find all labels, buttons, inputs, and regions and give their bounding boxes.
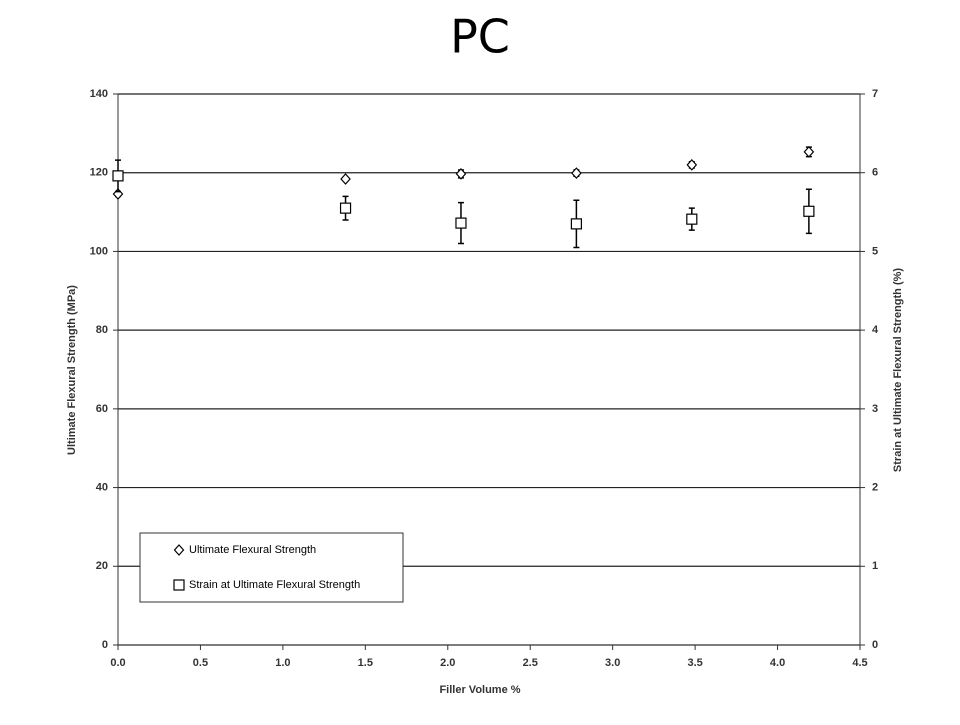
y2-tick-label: 0 bbox=[872, 639, 878, 651]
legend-marker bbox=[173, 544, 185, 556]
y2-tick-label: 2 bbox=[872, 481, 878, 493]
y2-tick-label: 3 bbox=[872, 403, 878, 415]
x-tick-label: 2.5 bbox=[523, 657, 538, 669]
y-tick-label: 140 bbox=[90, 88, 108, 100]
legend-marker bbox=[173, 579, 185, 591]
legend-label: Strain at Ultimate Flexural Strength bbox=[189, 579, 360, 591]
x-tick-label: 1.0 bbox=[275, 657, 290, 669]
y-tick-label: 0 bbox=[102, 639, 108, 651]
marker bbox=[803, 205, 815, 217]
y-tick-label: 20 bbox=[96, 560, 108, 572]
x-tick-label: 4.5 bbox=[852, 657, 867, 669]
y-tick-label: 80 bbox=[96, 324, 108, 336]
y-axis-label: Ultimate Flexural Strength (MPa) bbox=[66, 285, 78, 455]
marker bbox=[455, 217, 467, 229]
y-tick-label: 100 bbox=[90, 245, 108, 257]
x-tick-label: 3.5 bbox=[687, 657, 702, 669]
x-axis-label: Filler Volume % bbox=[439, 684, 520, 696]
y-tick-label: 120 bbox=[90, 167, 108, 179]
marker bbox=[112, 170, 124, 182]
y-tick-label: 60 bbox=[96, 403, 108, 415]
x-tick-label: 3.0 bbox=[605, 657, 620, 669]
marker bbox=[340, 173, 351, 185]
y2-tick-label: 5 bbox=[872, 245, 878, 257]
y2-tick-label: 4 bbox=[872, 324, 879, 336]
x-tick-label: 0.5 bbox=[193, 657, 208, 669]
legend-label: Ultimate Flexural Strength bbox=[189, 544, 316, 556]
marker bbox=[455, 167, 467, 180]
y2-tick-label: 7 bbox=[872, 88, 878, 100]
marker bbox=[803, 145, 815, 158]
marker bbox=[686, 213, 698, 225]
marker bbox=[686, 158, 698, 171]
x-tick-label: 2.0 bbox=[440, 657, 455, 669]
x-tick-label: 1.5 bbox=[358, 657, 373, 669]
x-tick-label: 4.0 bbox=[770, 657, 785, 669]
marker bbox=[339, 202, 352, 214]
marker bbox=[571, 167, 582, 180]
marker bbox=[570, 218, 582, 230]
y2-axis-label: Strain at Ultimate Flexural Strength (%) bbox=[892, 268, 904, 472]
x-tick-label: 0.0 bbox=[110, 657, 125, 669]
y2-tick-label: 6 bbox=[872, 167, 878, 179]
chart-title: PC bbox=[450, 10, 510, 64]
y-tick-label: 40 bbox=[96, 481, 108, 493]
y2-tick-label: 1 bbox=[872, 560, 878, 572]
